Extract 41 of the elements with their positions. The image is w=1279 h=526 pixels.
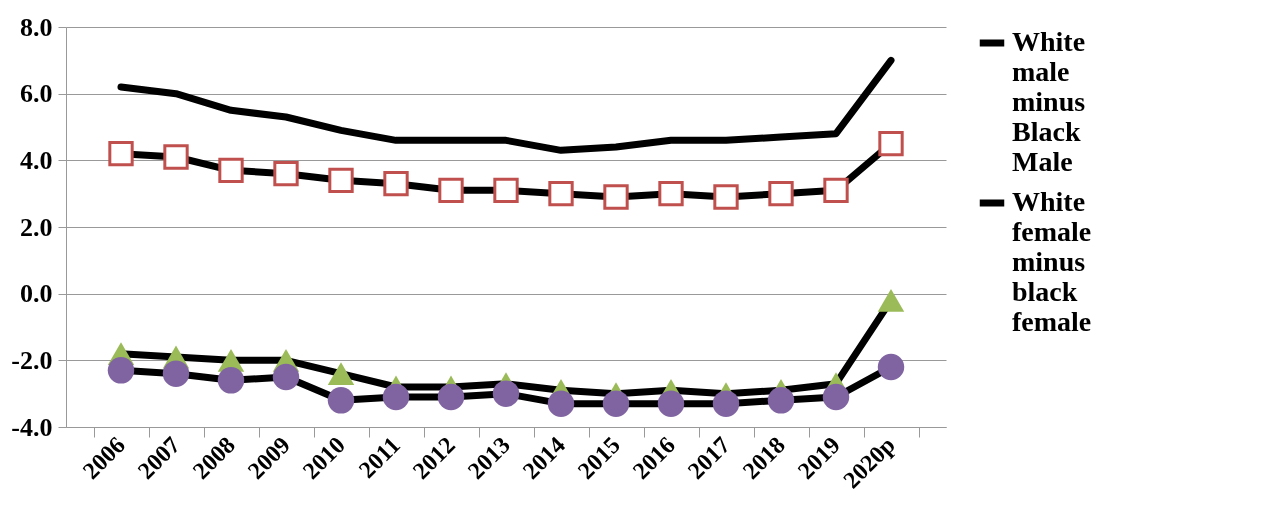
point [438, 177, 464, 204]
point [437, 383, 465, 411]
point [603, 184, 629, 210]
y-tick-label: -4.0 [11, 412, 53, 442]
point [658, 180, 684, 207]
point [878, 130, 904, 157]
legend-label: White male minus Black Male [1012, 26, 1086, 177]
point [767, 387, 795, 414]
point [657, 390, 685, 417]
legend-label: White female minus black female [1012, 186, 1092, 337]
point [493, 177, 519, 204]
point [547, 390, 575, 417]
point [548, 180, 574, 207]
point [217, 367, 245, 394]
point [602, 390, 630, 417]
point [272, 363, 300, 391]
point [383, 170, 409, 197]
point [327, 362, 355, 386]
point [273, 160, 299, 187]
point [877, 353, 905, 381]
point [163, 144, 189, 170]
point [218, 157, 244, 184]
point [328, 167, 354, 194]
y-tick-label: -2.0 [11, 345, 53, 375]
y-tick-label: 0.0 [20, 279, 53, 309]
y-tick-label: 2.0 [20, 212, 53, 242]
point [712, 390, 740, 417]
y-tick-label: 8.0 [20, 12, 53, 42]
point [108, 140, 134, 167]
point [877, 288, 905, 312]
y-tick-label: 6.0 [20, 79, 53, 109]
point [382, 383, 410, 411]
point [713, 184, 739, 210]
point [162, 360, 190, 387]
y-tick-label: 4.0 [20, 145, 53, 175]
point [107, 357, 135, 384]
point [327, 387, 355, 414]
point [822, 383, 850, 411]
point [823, 177, 849, 204]
point [492, 380, 520, 407]
point [768, 180, 794, 207]
